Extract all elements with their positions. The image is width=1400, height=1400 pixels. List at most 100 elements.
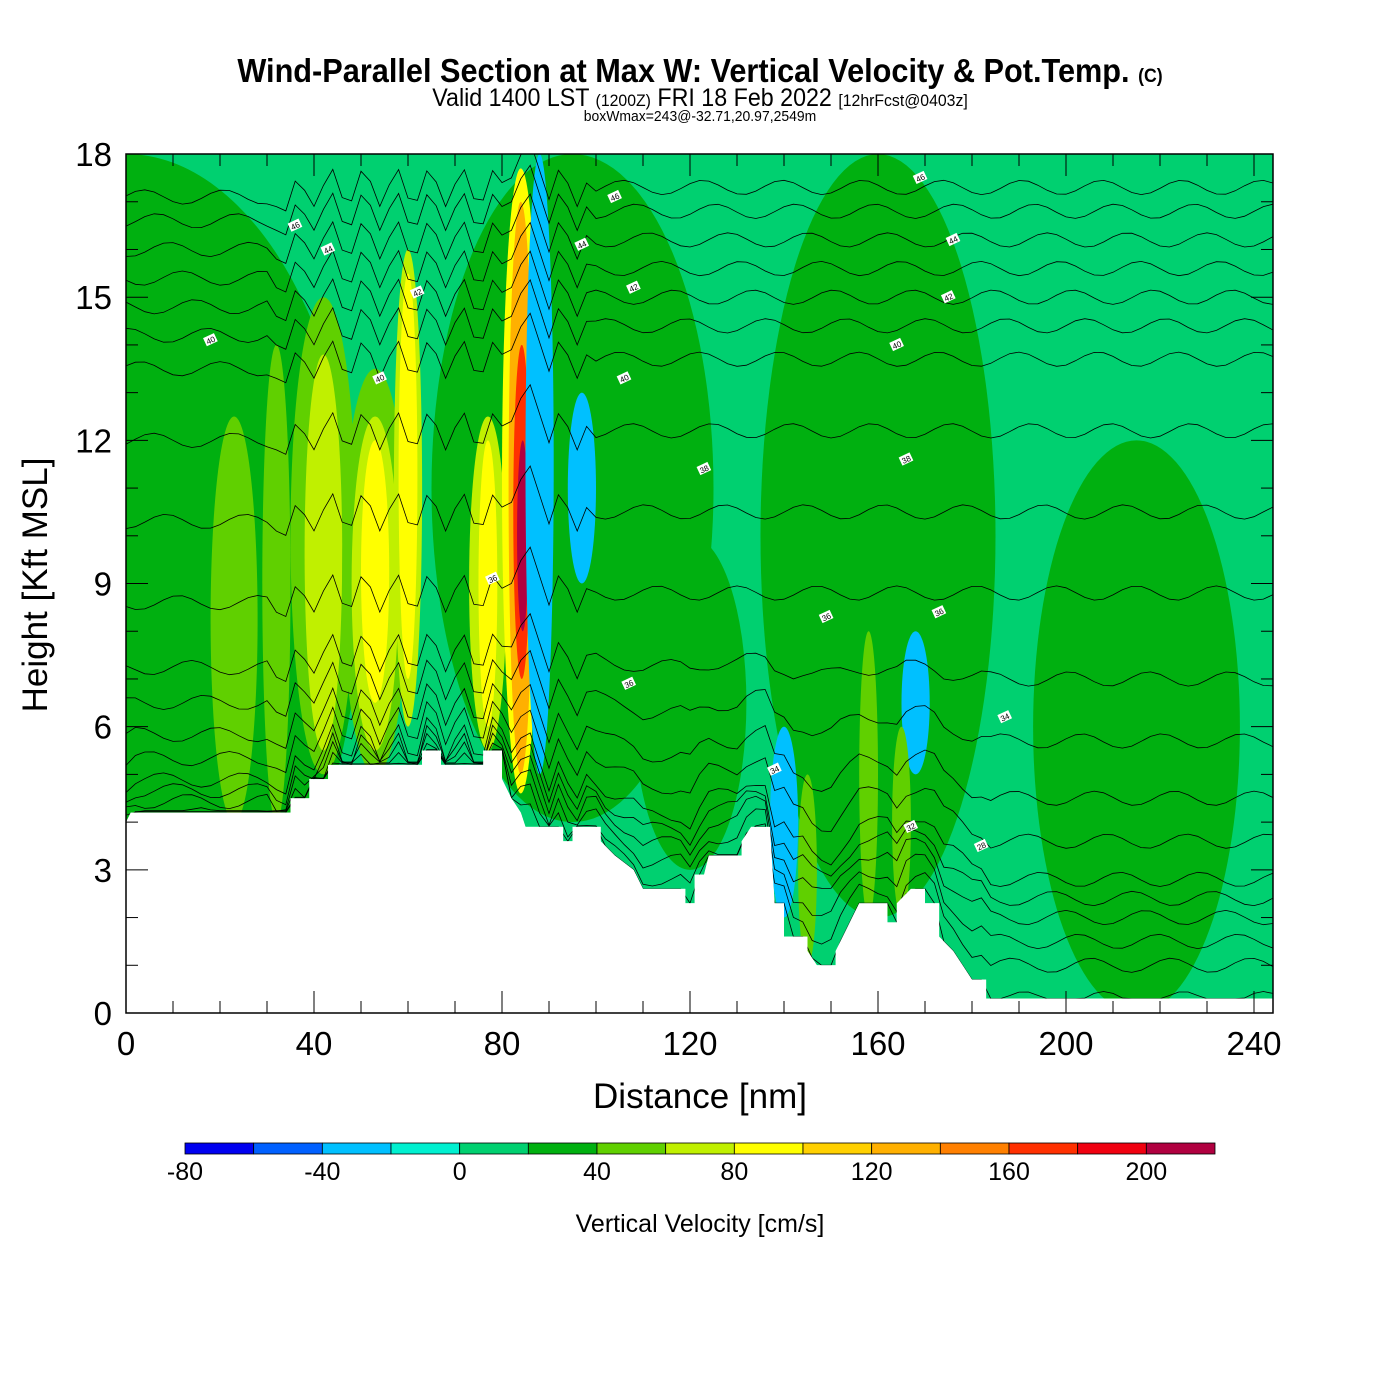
colorbar-tick-label: 80 — [720, 1158, 748, 1186]
chart-title: Wind-Parallel Section at Max W: Vertical… — [237, 52, 1163, 89]
downdraft-region — [525, 154, 554, 775]
x-axis-label: Distance [nm] — [593, 1077, 807, 1116]
updraft-region — [398, 273, 418, 679]
contour-label-text: 34 — [999, 711, 1011, 723]
contour-label-bg — [945, 232, 961, 247]
updraft-region — [633, 535, 747, 870]
isentrope-38 — [126, 465, 1273, 536]
contour-label-bg — [889, 337, 904, 352]
colorbar-bin — [596, 1142, 667, 1155]
updraft-region — [478, 440, 498, 727]
contour-label-text: 36 — [821, 611, 833, 623]
colorbar-tick-label: 200 — [1125, 1158, 1167, 1186]
contour-label-text: 28 — [976, 840, 988, 852]
downdraft-region — [901, 631, 930, 775]
y-tick-label: 9 — [94, 566, 112, 603]
colorbar-bin — [1145, 1142, 1216, 1155]
contour-label-bg — [818, 609, 834, 624]
contour-label-text: 46 — [609, 191, 621, 203]
updraft-region — [892, 726, 911, 918]
contour-label: 40 — [889, 337, 904, 352]
colorbar-bin — [939, 1142, 1010, 1155]
x-tick-label: 80 — [484, 1025, 521, 1062]
contour-label-text: 34 — [769, 764, 781, 776]
colorbar-bin — [1008, 1142, 1079, 1155]
colorbar-bin — [459, 1142, 529, 1155]
isentrope-33 — [126, 700, 1273, 849]
contour-label: 44 — [945, 232, 961, 247]
chart-subtitle: Valid 1400 LST (1200Z) FRI 18 Feb 2022 [… — [432, 84, 968, 112]
colorbar-tick-label: -40 — [304, 1158, 340, 1186]
isentrope-37 — [126, 546, 1273, 618]
contour-label: 42 — [940, 290, 956, 304]
isentrope-45 — [126, 164, 1273, 236]
contour-label-text: 46 — [915, 172, 927, 184]
contour-label-text: 42 — [628, 282, 640, 294]
colorbar-label: Vertical Velocity [cm/s] — [576, 1210, 825, 1238]
isentrope-32 — [126, 716, 1273, 887]
contour-label-text: 40 — [891, 339, 903, 351]
contour-label-bg — [485, 571, 500, 585]
y-axis-label: Height [Kft MSL] — [16, 458, 55, 713]
contour-label: 36 — [931, 605, 947, 619]
contour-label-bg — [626, 280, 641, 294]
contour-label-text: 44 — [947, 234, 959, 246]
isentrope-43 — [126, 221, 1273, 293]
contour-label-text: 38 — [900, 454, 912, 466]
colorbar-bin — [802, 1142, 873, 1155]
contour-label-bg — [973, 838, 989, 853]
contour-label-text: 42 — [943, 291, 955, 303]
contour-label-text: 44 — [322, 244, 334, 256]
colorbar-bin — [184, 1142, 255, 1155]
contour-label-bg — [287, 218, 303, 232]
contour-label: 40 — [616, 371, 632, 385]
colorbar-bin — [871, 1142, 941, 1155]
updraft-region — [304, 354, 343, 751]
colorbar-bin — [253, 1142, 323, 1155]
isentrope-40 — [126, 312, 1273, 384]
contour-label-bg — [203, 333, 218, 347]
copyright-mark: (C) — [1138, 66, 1163, 87]
contour-label: 34 — [997, 710, 1013, 724]
x-tick-label: 200 — [1038, 1025, 1093, 1062]
contour-label-bg — [696, 461, 712, 476]
isentrope-41 — [126, 279, 1273, 350]
isentrope-36 — [126, 612, 1273, 687]
contour-label-text: 36 — [623, 678, 635, 690]
contour-label-text: 40 — [618, 373, 630, 385]
contour-label: 36 — [485, 571, 500, 585]
contour-label-bg — [607, 189, 622, 204]
updraft-region — [1033, 440, 1240, 1013]
contour-label-text: 36 — [487, 573, 499, 585]
colorbar-bin — [390, 1142, 461, 1155]
contour-label: 46 — [287, 218, 303, 232]
x-tick-label: 120 — [662, 1025, 717, 1062]
colorbar-tick-label: 160 — [988, 1158, 1030, 1186]
contour-label: 44 — [574, 237, 590, 251]
contour-label-bg — [621, 676, 637, 690]
isentrope-46 — [126, 154, 1273, 212]
y-tick-label: 6 — [94, 709, 112, 746]
isentrope-31 — [126, 724, 1273, 907]
contour-label-bg — [898, 452, 914, 466]
contour-label-text: 44 — [576, 239, 588, 251]
contour-label-bg — [940, 290, 956, 304]
contour-labels: 46 44 42 40 40 36 46 44 42 40 38 36 36 34 46 44 42 40 38 36… — [203, 170, 1013, 853]
contour-label: 34 — [767, 762, 782, 776]
x-tick-label: 160 — [850, 1025, 905, 1062]
contour-label: 28 — [973, 838, 989, 853]
contour-label: 38 — [898, 452, 914, 466]
contour-label-bg — [767, 762, 782, 776]
colorbar-tick-label: 0 — [453, 1158, 467, 1186]
contour-label: 40 — [203, 333, 218, 347]
y-tick-label: 0 — [94, 995, 112, 1032]
contour-label-text: 42 — [412, 287, 424, 299]
colorbar-tick-label: -80 — [167, 1158, 203, 1186]
contour-label-bg — [912, 170, 928, 185]
updraft-region — [798, 774, 817, 966]
isentrope-42 — [126, 250, 1273, 322]
contour-label-text: 36 — [933, 606, 945, 618]
isentrope-35 — [126, 649, 1273, 749]
y-tick-label: 12 — [75, 422, 112, 459]
